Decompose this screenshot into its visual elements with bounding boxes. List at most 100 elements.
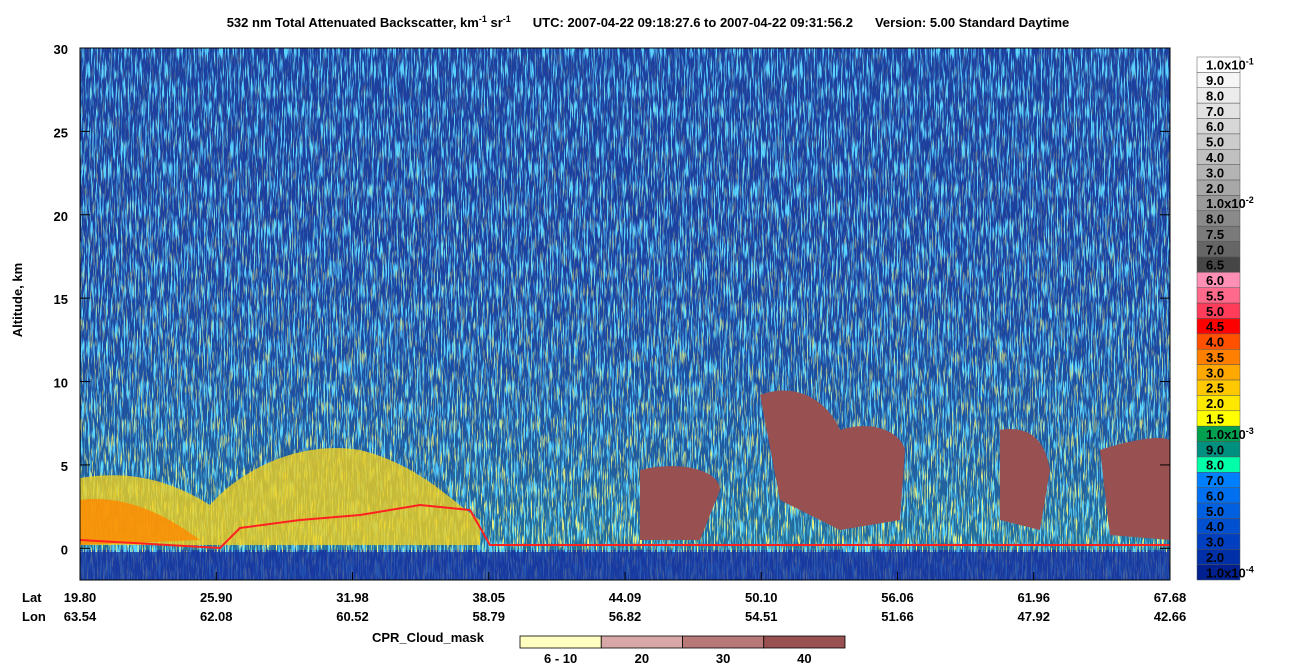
title-unit: sr [487, 15, 503, 30]
x-tick-label: 56.82 [609, 609, 642, 624]
colorbar-label: 1.0x10-3 [1206, 426, 1254, 442]
colorbar-label-text: 3.0 [1206, 535, 1224, 550]
colorbar-label: 3.0 [1206, 165, 1224, 180]
colorbar-label-sup: -3 [1246, 426, 1254, 436]
backscatter-image [80, 48, 1170, 580]
colorbar-label: 2.0 [1206, 396, 1224, 411]
colorbar-label-text: 3.0 [1206, 365, 1224, 380]
y-tick-label: 25 [54, 125, 68, 140]
x-tick-label: 47.92 [1017, 609, 1050, 624]
colorbar-label-text: 9.0 [1206, 73, 1224, 88]
colorbar-label-text: 8.0 [1206, 212, 1224, 227]
y-tick-label: 20 [54, 209, 68, 224]
colorbar-label-text: 1.0x10 [1206, 565, 1246, 580]
x-tick-label: 51.66 [881, 609, 914, 624]
colorbar-label-sup: -4 [1246, 564, 1254, 574]
colorbar-label-text: 5.0 [1206, 504, 1224, 519]
colorbar-label-text: 8.0 [1206, 458, 1224, 473]
colorbar-label: 2.0 [1206, 550, 1224, 565]
colorbar-label: 3.5 [1206, 350, 1224, 365]
colorbar-label-text: 6.5 [1206, 258, 1224, 273]
colorbar-label: 1.0x10-2 [1206, 195, 1254, 211]
colorbar-label-text: 7.0 [1206, 104, 1224, 119]
colorbar-label-text: 2.5 [1206, 381, 1224, 396]
cpr-swatch [682, 635, 765, 649]
colorbar-label-sup: -2 [1246, 195, 1254, 205]
colorbar-label: 3.0 [1206, 365, 1224, 380]
colorbar-label: 6.0 [1206, 488, 1224, 503]
y-tick-label: 30 [54, 42, 68, 57]
colorbar-label: 8.0 [1206, 212, 1224, 227]
colorbar-label-text: 3.0 [1206, 165, 1224, 180]
colorbar-label: 6.0 [1206, 119, 1224, 134]
y-axis-label: Altitude, km [10, 263, 25, 337]
colorbar-label-text: 1.0x10 [1206, 58, 1246, 73]
colorbar-swatch [1196, 564, 1241, 581]
colorbar-label: 1.5 [1206, 411, 1224, 426]
colorbar-label: 9.0 [1206, 442, 1224, 457]
x-row-name: Lon [22, 609, 46, 624]
colorbar-label: 4.0 [1206, 150, 1224, 165]
x-tick-label: 67.68 [1154, 590, 1187, 605]
colorbar-label-sup: -1 [1246, 57, 1254, 67]
colorbar-label: 4.5 [1206, 319, 1224, 334]
x-tick-label: 58.79 [472, 609, 505, 624]
colorbar-label-text: 6.0 [1206, 119, 1224, 134]
cpr-legend-title: CPR_Cloud_mask [372, 630, 485, 645]
colorbar-label: 4.0 [1206, 335, 1224, 350]
title-sup: -1 [479, 14, 487, 24]
x-tick-label: 19.80 [64, 590, 97, 605]
colorbar-label-text: 6.0 [1206, 488, 1224, 503]
x-tick-label: 25.90 [200, 590, 233, 605]
colorbar-label: 2.0 [1206, 181, 1224, 196]
x-tick-label: 63.54 [64, 609, 97, 624]
colorbar-label: 5.0 [1206, 504, 1224, 519]
x-tick-label: 61.96 [1017, 590, 1050, 605]
y-tick-label: 0 [61, 542, 68, 557]
colorbar-label-text: 2.0 [1206, 396, 1224, 411]
chart-title: 532 nm Total Attenuated Backscatter, km-… [227, 14, 1070, 30]
colorbar-label-text: 5.5 [1206, 288, 1224, 303]
x-tick-label: 38.05 [472, 590, 505, 605]
cpr-swatch [600, 635, 683, 649]
cpr-swatch [519, 635, 602, 649]
colorbar-label: 7.0 [1206, 242, 1224, 257]
x-tick-label: 54.51 [745, 609, 778, 624]
x-tick-label: 62.08 [200, 609, 233, 624]
colorbar-label-text: 5.0 [1206, 304, 1224, 319]
colorbar-label: 8.0 [1206, 458, 1224, 473]
x-tick-label: 56.06 [881, 590, 914, 605]
colorbar-label-text: 8.0 [1206, 88, 1224, 103]
title-version: Version: 5.00 Standard Daytime [875, 15, 1069, 30]
colorbar-label-text: 1.5 [1206, 411, 1224, 426]
colorbar-label: 5.0 [1206, 304, 1224, 319]
colorbar-label-text: 7.5 [1206, 227, 1224, 242]
colorbar-label: 7.5 [1206, 227, 1224, 242]
cpr-swatch [763, 635, 846, 649]
colorbar-label: 1.0x10-4 [1206, 564, 1254, 580]
colorbar-label: 6.0 [1206, 273, 1224, 288]
colorbar-label-text: 2.0 [1206, 550, 1224, 565]
x-tick-label: 42.66 [1154, 609, 1187, 624]
colorbar-label: 5.0 [1206, 135, 1224, 150]
colorbar-label: 2.5 [1206, 381, 1224, 396]
colorbar-label-text: 3.5 [1206, 350, 1224, 365]
colorbar-label-text: 2.0 [1206, 181, 1224, 196]
y-tick-label: 10 [54, 376, 68, 391]
cpr-label: 40 [797, 651, 811, 666]
colorbar-label: 7.0 [1206, 104, 1224, 119]
colorbar-label-text: 4.0 [1206, 519, 1224, 534]
colorbar-label: 7.0 [1206, 473, 1224, 488]
cpr-label: 6 - 10 [544, 651, 577, 666]
title-utc: UTC: 2007-04-22 09:18:27.6 to 2007-04-22… [533, 15, 853, 30]
x-tick-label: 44.09 [609, 590, 642, 605]
y-tick-label: 5 [61, 459, 68, 474]
colorbar-label: 1.0x10-1 [1206, 57, 1254, 73]
colorbar-label-text: 5.0 [1206, 135, 1224, 150]
title-sup: -1 [503, 14, 511, 24]
colorbar-label-text: 9.0 [1206, 442, 1224, 457]
colorbar-label-text: 1.0x10 [1206, 427, 1246, 442]
title-main: 532 nm Total Attenuated Backscatter, km [227, 15, 479, 30]
colorbar-label: 9.0 [1206, 73, 1224, 88]
